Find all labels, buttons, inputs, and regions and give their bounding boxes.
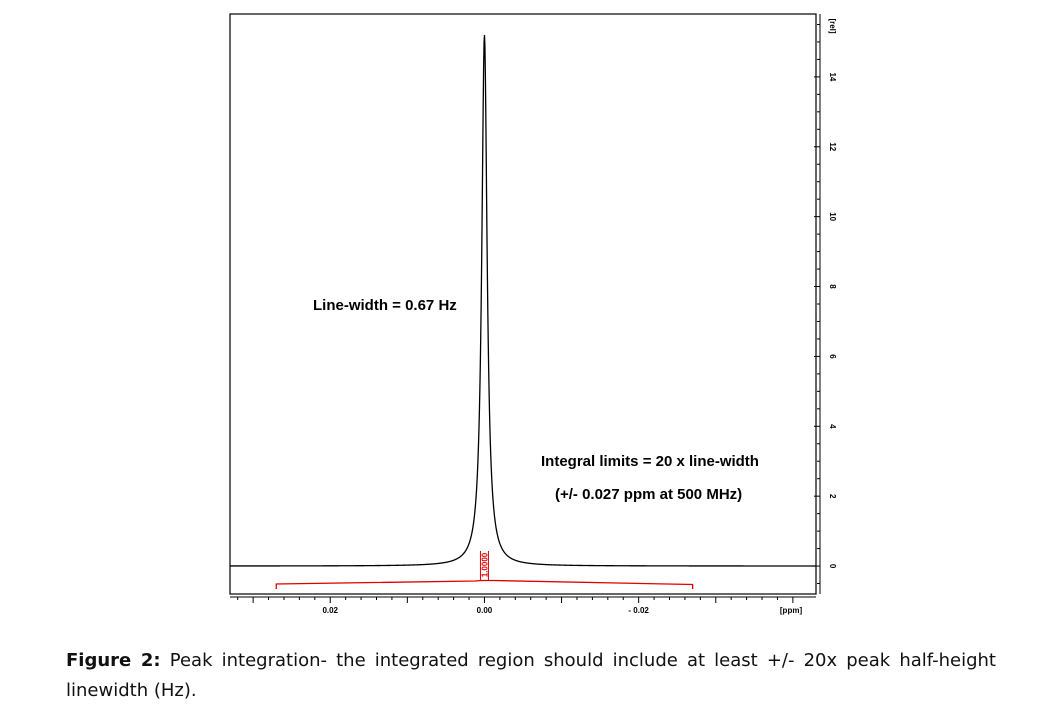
y-tick-label: 6	[828, 354, 837, 359]
y-tick-label: 12	[828, 142, 837, 151]
plot-frame	[229, 13, 817, 595]
figure-caption: Figure 2: Peak integration- the integrat…	[66, 646, 996, 706]
y-tick-label: 14	[828, 72, 837, 81]
x-tick-label: 0.00	[477, 606, 493, 615]
annotation-linewidth: Line-width = 0.67 Hz	[313, 297, 457, 314]
caption-text: Peak integration- the integrated region …	[66, 650, 996, 701]
spectrum-line	[230, 35, 816, 567]
annotation-integral-limits: Integral limits = 20 x line-width	[541, 453, 759, 470]
y-tick-label: 10	[828, 212, 837, 221]
caption-label: Figure 2:	[66, 650, 161, 671]
y-tick-label: 2	[828, 494, 837, 499]
annotation-ppm-range: (+/- 0.027 ppm at 500 MHz)	[555, 486, 742, 503]
x-tick-label: - 0.02	[628, 606, 649, 615]
x-tick-label: 0.02	[322, 606, 338, 615]
nmr-spectrum-chart: 0.02 0.00 - 0.02 [ppm] 0 2 4 6 8 10 12 14 [rel] 1.0…	[229, 13, 837, 615]
y-tick-label: 0	[828, 564, 837, 569]
x-axis-unit: [ppm]	[780, 606, 803, 615]
y-axis: 0 2 4 6 8 10 12 14 [rel]	[814, 14, 837, 594]
x-axis: 0.02 0.00 - 0.02 [ppm]	[230, 596, 816, 615]
y-tick-label: 4	[828, 424, 837, 429]
y-tick-label: 8	[828, 284, 837, 289]
integral-value-label: 1.0000	[480, 552, 489, 577]
integral-trace: 1.0000	[275, 551, 694, 589]
integral-curve	[275, 579, 694, 589]
y-axis-unit: [rel]	[828, 18, 837, 33]
